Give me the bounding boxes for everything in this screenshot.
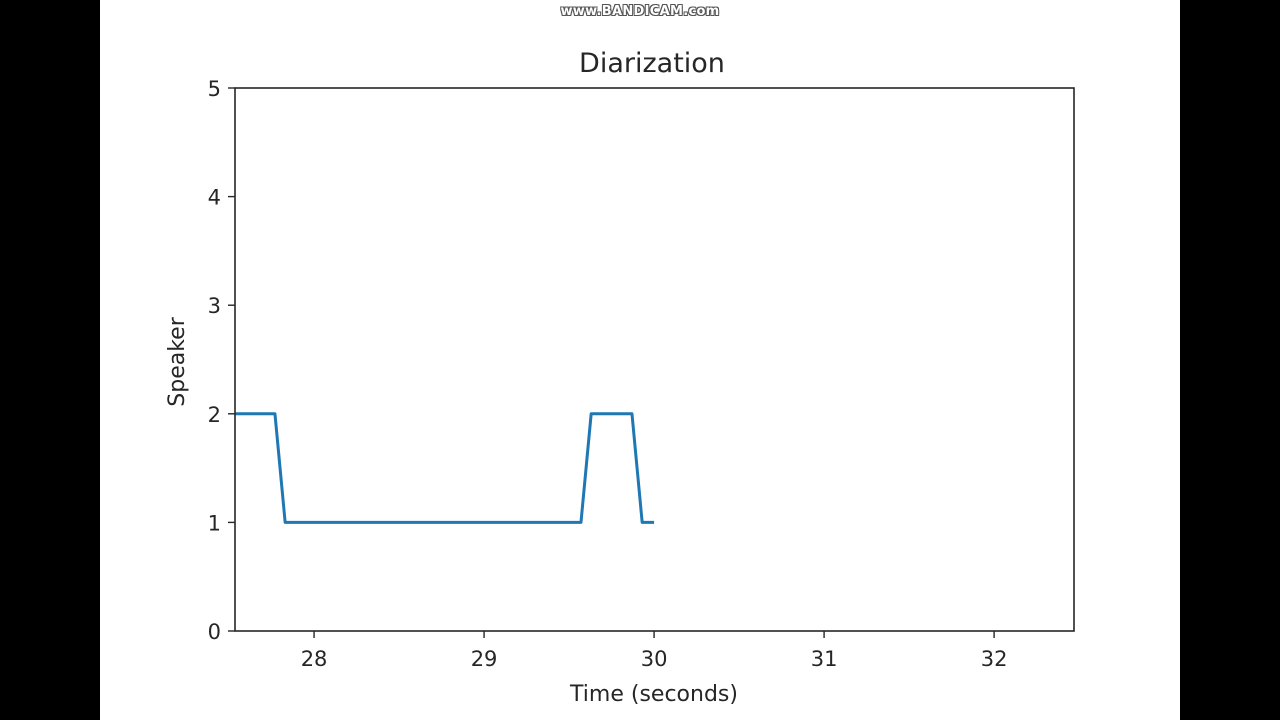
- y-tick-label: 5: [208, 77, 221, 101]
- y-tick-label: 1: [208, 511, 221, 535]
- y-axis-label: Speaker: [165, 316, 190, 406]
- plot-frame: [234, 87, 1075, 632]
- series-line-speaker: [235, 412, 655, 524]
- x-tick-label: 29: [471, 647, 498, 671]
- x-axis-ticks: 28 29 30 31 32: [301, 631, 1008, 671]
- x-axis-label: Time (seconds): [569, 682, 738, 707]
- y-tick-label: 0: [208, 620, 221, 644]
- y-tick-label: 3: [208, 294, 221, 318]
- x-tick-label: 28: [301, 647, 328, 671]
- data-line: [235, 412, 655, 524]
- x-tick-label: 30: [641, 647, 668, 671]
- y-tick-label: 2: [208, 403, 221, 427]
- x-tick-label: 31: [811, 647, 838, 671]
- chart-title: Diarization: [579, 48, 725, 79]
- x-tick-label: 32: [981, 647, 1008, 671]
- y-tick-label: 4: [208, 186, 221, 210]
- figure-canvas: [100, 0, 1180, 720]
- y-axis-ticks: 0 1 2 3 4 5: [208, 77, 235, 644]
- recording-watermark: www.BANDICAM.com: [560, 4, 720, 19]
